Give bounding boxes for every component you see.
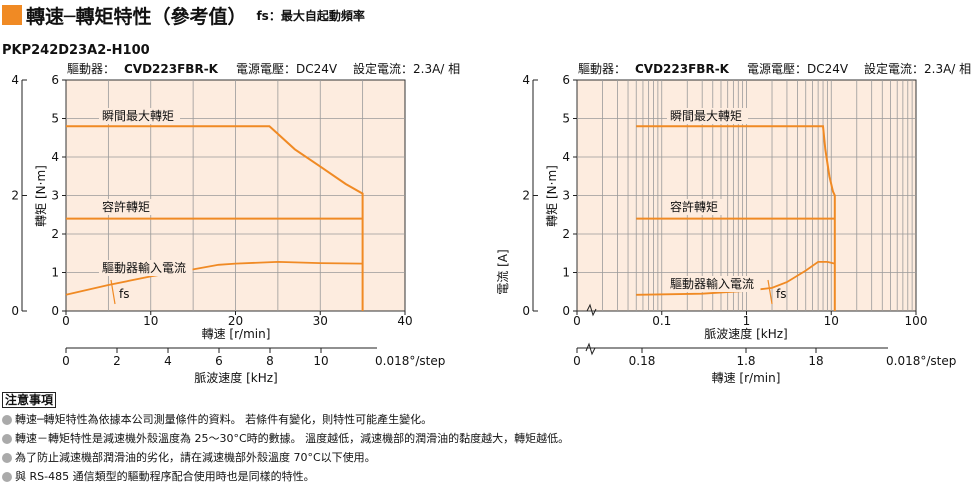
y-torque-tick-label: 6 (562, 73, 570, 87)
x-top-tick-label: 10 (143, 314, 158, 328)
x-bottom-tick-label: 10 (313, 354, 328, 368)
y-torque-tick-label: 2 (562, 227, 570, 241)
x-bottom-tick-label: 4 (164, 354, 172, 368)
x-bottom-tick-label: 18 (808, 354, 823, 368)
label-allowable-torque-bg (99, 199, 155, 215)
supply-voltage: 電源電壓：DC24V (747, 62, 849, 76)
notes-title: 注意事項 (2, 392, 57, 408)
charts-svg: 驅動器： CVD223FBR-K 電源電壓：DC24V 設定電流：2.3A/ 相 0 1 2… (11, 61, 971, 385)
y-torque-tick-label: 0 (51, 304, 59, 318)
y-current-tick-label: 0 (522, 304, 530, 318)
x-top-tick-label: 0 (573, 314, 581, 328)
notes-section: 注意事項 轉速─轉矩特性為依據本公司測量條件的資料。 若條件有變化，則特性可能產… (2, 389, 972, 486)
label-input-current-bg (667, 276, 761, 292)
x-top-tick-label: 20 (228, 314, 243, 328)
x-bottom-tick-label: 6 (215, 354, 223, 368)
x-bottom-tick-label: 8 (266, 354, 274, 368)
fs-marker (767, 279, 773, 305)
fs-marker (110, 279, 116, 305)
y-torque-axis-label: 轉矩 [N·m] (545, 165, 559, 227)
bullet-icon (2, 452, 12, 463)
x-bottom-tick-label: 0.18 (629, 354, 656, 368)
note-text: 轉速－轉矩特性是減速機外殼溫度為 25～30°C時的數據。 溫度越低，減速機部的… (15, 432, 570, 445)
note-item: 轉速－轉矩特性是減速機外殼溫度為 25～30°C時的數據。 溫度越低，減速機部的… (2, 429, 972, 448)
label-peak-torque-bg (99, 108, 180, 124)
x-bottom-extra-label: 0.018°/step (375, 354, 445, 368)
note-text: 為了防止減速機部潤滑油的劣化，請在減速機部外殼溫度 70°C以下使用。 (15, 451, 376, 464)
y-torque-tick-label: 1 (51, 266, 59, 280)
fs-label: fs (776, 287, 786, 301)
label-peak-torque: 瞬間最大轉矩 (102, 109, 174, 123)
x-top-tick-label: 1 (743, 314, 751, 328)
axis-break-icon (585, 342, 596, 356)
model-number: PKP242D23A2-H100 (2, 43, 150, 58)
series-input-current (65, 260, 363, 296)
x-bottom-axis-label: 脈波速度 [kHz] (194, 370, 277, 385)
y-current-tick-label: 4 (522, 73, 530, 87)
x-top-tick-label: 0.1 (652, 314, 671, 328)
label-input-current-bg (99, 260, 193, 276)
x-bottom-axis-label: 轉速 [r/min] (712, 371, 781, 385)
page-title: 轉速─轉矩特性（參考值） (26, 5, 247, 28)
x-top-tick-label: 30 (313, 314, 328, 328)
y-torque-tick-label: 3 (562, 189, 570, 203)
y-current-tick-label: 2 (522, 189, 530, 203)
x-bottom-tick-label: 2 (113, 354, 121, 368)
set-current: 設定電流：2.3A/ 相 (353, 61, 460, 76)
series-peak-torque (636, 125, 836, 311)
label-input-current: 驅動器輸入電流 (670, 276, 754, 291)
series-input-current (636, 260, 836, 296)
set-current: 設定電流：2.3A/ 相 (864, 61, 971, 76)
note-text: 與 RS-485 通信類型的驅動程序配合使用時也是同樣的特性。 (15, 470, 315, 483)
note-text: 轉速─轉矩特性為依據本公司測量條件的資料。 若條件有變化，則特性可能產生變化。 (15, 413, 433, 426)
label-allowable-torque-bg (667, 199, 723, 215)
supply-voltage: 電源電壓：DC24V (236, 62, 338, 76)
series-peak-torque (66, 125, 364, 311)
y-torque-tick-label: 5 (51, 112, 59, 126)
note-item: 與 RS-485 通信類型的驅動程序配合使用時也是同樣的特性。 (2, 467, 972, 486)
note-item: 轉速─轉矩特性為依據本公司測量條件的資料。 若條件有變化，則特性可能產生變化。 (2, 410, 972, 429)
label-peak-torque: 瞬間最大轉矩 (670, 109, 742, 123)
y-current-axis-label: 電流 [A] (496, 249, 510, 294)
driver-label: 驅動器： (578, 62, 626, 76)
y-torque-tick-label: 5 (562, 112, 570, 126)
x-bottom-extra-label: 0.018°/step (886, 354, 956, 368)
y-torque-tick-label: 4 (51, 150, 59, 164)
driver-label: 驅動器： (67, 62, 115, 76)
x-top-axis-label: 轉速 [r/min] (202, 327, 271, 341)
x-top-tick-label: 0 (62, 314, 70, 328)
y-torque-tick-label: 0 (562, 304, 570, 318)
label-input-current: 驅動器輸入電流 (102, 260, 186, 275)
driver-model: CVD223FBR-K (635, 62, 730, 76)
label-allowable-torque: 容許轉矩 (102, 199, 150, 214)
y-torque-tick-label: 4 (562, 150, 570, 164)
y-torque-tick-label: 6 (51, 73, 59, 87)
axis-break-icon (586, 303, 597, 317)
fs-label: fs (119, 287, 129, 301)
note-item: 為了防止減速機部潤滑油的劣化，請在減速機部外殼溫度 70°C以下使用。 (2, 448, 972, 467)
x-bottom-tick-label: 0 (62, 354, 70, 368)
y-current-tick-label: 4 (11, 73, 19, 87)
x-top-tick-label: 10 (824, 314, 839, 328)
page-subtitle: fs：最大自起動頻率 (256, 8, 365, 23)
y-torque-tick-label: 2 (51, 227, 59, 241)
bullet-icon (2, 471, 12, 482)
page-header: 轉速─轉矩特性（參考值） fs：最大自起動頻率 (0, 0, 365, 30)
y-torque-axis-label: 轉矩 [N·m] (34, 165, 48, 227)
x-top-axis-label: 脈波速度 [kHz] (704, 326, 787, 341)
accent-square-icon (2, 5, 22, 25)
y-torque-tick-label: 1 (562, 266, 570, 280)
x-bottom-tick-label: 0 (573, 354, 581, 368)
label-peak-torque-bg (667, 108, 748, 124)
y-current-tick-label: 2 (11, 189, 19, 203)
y-torque-tick-label: 3 (51, 189, 59, 203)
driver-model: CVD223FBR-K (124, 62, 219, 76)
x-top-tick-label: 100 (905, 314, 928, 328)
bullet-icon (2, 433, 12, 444)
bullet-icon (2, 414, 12, 425)
x-bottom-tick-label: 1.8 (736, 354, 755, 368)
label-allowable-torque: 容許轉矩 (670, 199, 718, 214)
x-top-tick-label: 40 (397, 314, 412, 328)
y-current-tick-label: 0 (11, 304, 19, 318)
